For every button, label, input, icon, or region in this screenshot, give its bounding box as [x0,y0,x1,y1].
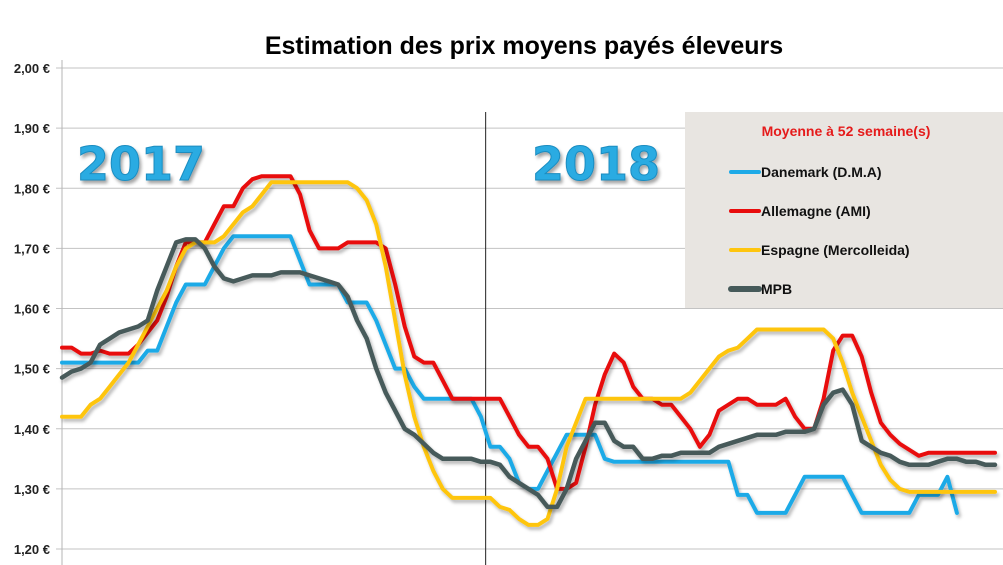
legend-title: Moyenne à 52 semaine(s) [762,123,931,139]
legend-label: Danemark (D.M.A) [761,164,882,180]
series-line-espagne-mercolleida [60,180,997,527]
series-line-danemark-d-m-a [60,234,959,515]
legend: Moyenne à 52 semaine(s) Danemark (D.M.A)… [728,123,931,297]
y-tick-label: 1,70 € [14,241,50,256]
y-axis: 1,20 € 1,30 € 1,40 € 1,50 € 1,60 € 1,70 € 1,80… [14,61,50,557]
y-tick-label: 1,50 € [14,362,50,377]
y-tick-label: 1,20 € [14,542,50,557]
y-tick-label: 2,00 € [14,61,50,76]
year-label-2017: 2017 [77,137,205,191]
legend-label: Allemagne (AMI) [761,203,871,219]
legend-label: Espagne (Mercolleida) [761,242,910,258]
series-line-mpb [59,237,998,510]
year-label-2018: 2018 [532,137,660,191]
y-tick-label: 1,60 € [14,302,50,317]
series-line-allemagne-ami [60,174,997,491]
chart-title: Estimation des prix moyens payés éleveur… [265,32,783,60]
y-tick-label: 1,90 € [14,121,50,136]
gridlines [56,67,1003,550]
y-tick-label: 1,30 € [14,482,50,497]
y-tick-label: 1,40 € [14,422,50,437]
y-tick-label: 1,80 € [14,181,50,196]
series-lines [59,174,998,527]
legend-label: MPB [761,281,792,297]
